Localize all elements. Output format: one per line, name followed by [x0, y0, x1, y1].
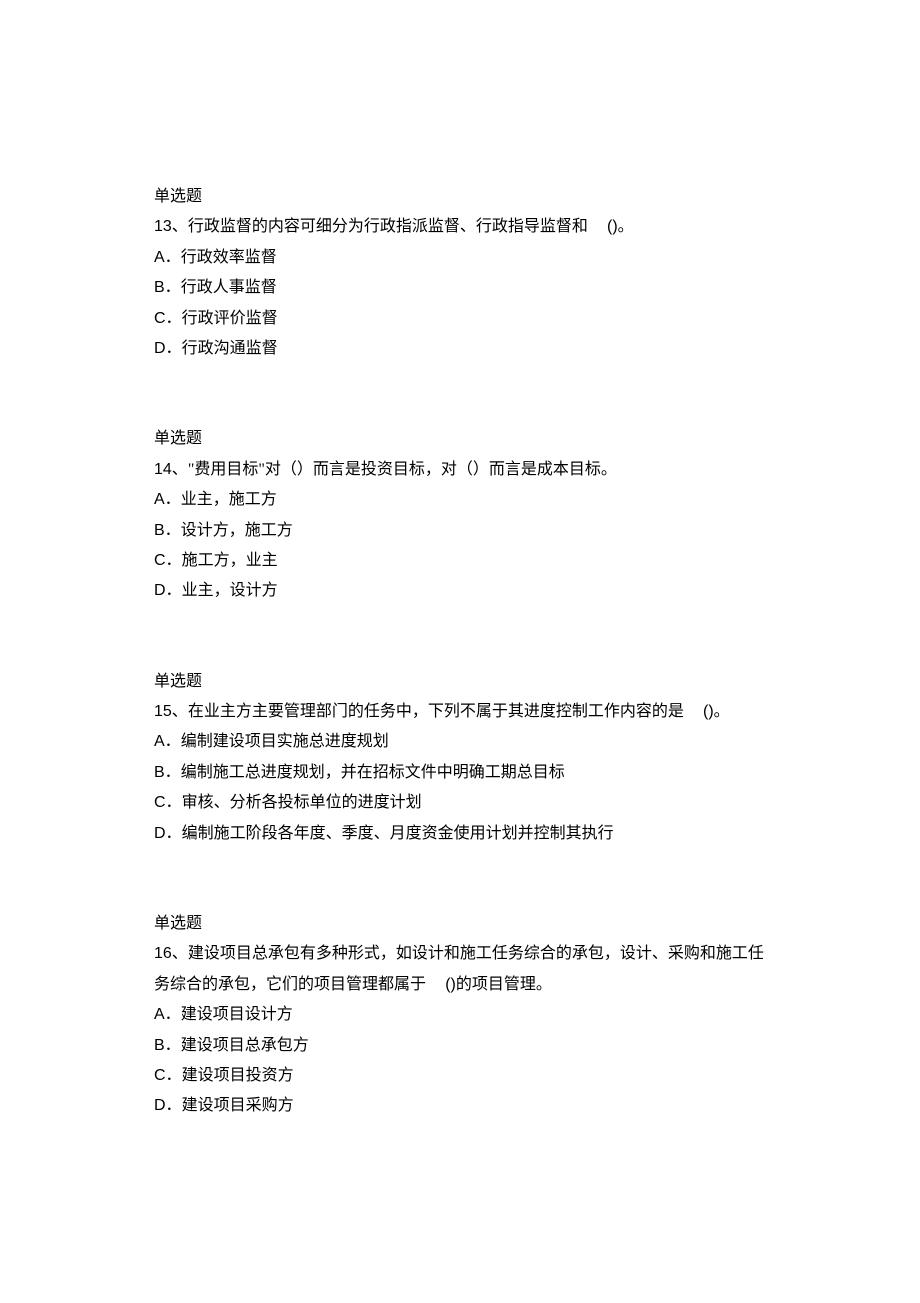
option-d: D．行政沟通监督	[154, 334, 772, 364]
section-label: 单选题	[154, 909, 772, 939]
option-text: 编制施工阶段各年度、季度、月度资金使用计划并控制其执行	[182, 825, 614, 842]
option-a: A．业主，施工方	[154, 485, 772, 515]
option-letter: D．	[154, 582, 182, 599]
option-a: A．建设项目设计方	[154, 1000, 772, 1030]
option-letter: D．	[154, 340, 182, 357]
option-text: 行政评价监督	[182, 310, 278, 327]
question-stem: 16、建设项目总承包有多种形式，如设计和施工任务综合的承包，设计、采购和施工任务…	[154, 939, 772, 1000]
option-text: 编制施工总进度规划，并在招标文件中明确工期总目标	[181, 764, 565, 781]
option-text: 设计方，施工方	[181, 522, 293, 539]
question-number: 13、	[154, 218, 188, 235]
option-letter: B．	[154, 764, 181, 781]
question-block: 单选题 16、建设项目总承包有多种形式，如设计和施工任务综合的承包，设计、采购和…	[154, 909, 772, 1122]
option-text: 审核、分析各投标单位的进度计划	[182, 794, 422, 811]
option-letter: D．	[154, 1097, 182, 1114]
option-c: C．建设项目投资方	[154, 1061, 772, 1091]
question-number: 14、	[154, 461, 188, 478]
option-letter: D．	[154, 825, 182, 842]
option-text: 业主，施工方	[181, 491, 277, 508]
option-text: 建设项目采购方	[182, 1097, 294, 1114]
option-letter: A．	[154, 491, 181, 508]
option-letter: A．	[154, 733, 181, 750]
option-text: 建设项目总承包方	[181, 1037, 309, 1054]
option-d: D．建设项目采购方	[154, 1091, 772, 1121]
option-text: 建设项目投资方	[182, 1067, 294, 1084]
question-stem: 14、"费用目标"对（）而言是投资目标，对（）而言是成本目标。	[154, 455, 772, 485]
section-label: 单选题	[154, 182, 772, 212]
option-letter: B．	[154, 522, 181, 539]
option-b: B．行政人事监督	[154, 273, 772, 303]
question-block: 单选题 14、"费用目标"对（）而言是投资目标，对（）而言是成本目标。 A．业主…	[154, 424, 772, 606]
option-text: 行政人事监督	[181, 279, 277, 296]
option-text: 行政沟通监督	[182, 340, 278, 357]
stem-suffix: 。	[714, 703, 730, 720]
question-stem: 13、行政监督的内容可细分为行政指派监督、行政指导监督和 ()。	[154, 212, 772, 242]
paren-blank: ()	[445, 976, 456, 993]
option-letter: A．	[154, 249, 181, 266]
option-letter: B．	[154, 1037, 181, 1054]
option-letter: C．	[154, 1067, 182, 1084]
question-stem: 15、在业主方主要管理部门的任务中，下列不属于其进度控制工作内容的是 ()。	[154, 697, 772, 727]
option-letter: B．	[154, 279, 181, 296]
option-c: C．行政评价监督	[154, 304, 772, 334]
question-number: 15、	[154, 703, 188, 720]
option-d: D．编制施工阶段各年度、季度、月度资金使用计划并控制其执行	[154, 819, 772, 849]
option-b: B．编制施工总进度规划，并在招标文件中明确工期总目标	[154, 758, 772, 788]
option-a: A．行政效率监督	[154, 243, 772, 273]
option-text: 建设项目设计方	[181, 1006, 293, 1023]
option-text: 业主，设计方	[182, 582, 278, 599]
question-block: 单选题 15、在业主方主要管理部门的任务中，下列不属于其进度控制工作内容的是 ()…	[154, 667, 772, 849]
section-label: 单选题	[154, 424, 772, 454]
section-label: 单选题	[154, 667, 772, 697]
option-letter: A．	[154, 1006, 181, 1023]
option-c: C．审核、分析各投标单位的进度计划	[154, 788, 772, 818]
stem-text: 行政监督的内容可细分为行政指派监督、行政指导监督和	[188, 218, 588, 235]
stem-text: "费用目标"对（）而言是投资目标，对（）而言是成本目标。	[188, 461, 617, 478]
option-text: 施工方，业主	[182, 552, 278, 569]
option-letter: C．	[154, 794, 182, 811]
stem-text: 在业主方主要管理部门的任务中，下列不属于其进度控制工作内容的是	[188, 703, 684, 720]
question-block: 单选题 13、行政监督的内容可细分为行政指派监督、行政指导监督和()。 A．行政…	[154, 182, 772, 364]
option-text: 编制建设项目实施总进度规划	[181, 733, 389, 750]
paren-blank: ()	[703, 703, 714, 720]
option-a: A．编制建设项目实施总进度规划	[154, 727, 772, 757]
option-letter: C．	[154, 552, 182, 569]
paren-blank: ()	[607, 218, 618, 235]
stem-suffix: 。	[618, 218, 634, 235]
question-number: 16、	[154, 945, 188, 962]
option-letter: C．	[154, 310, 182, 327]
option-b: B．建设项目总承包方	[154, 1031, 772, 1061]
stem-suffix: 的项目管理。	[456, 976, 552, 993]
option-c: C．施工方，业主	[154, 546, 772, 576]
option-d: D．业主，设计方	[154, 576, 772, 606]
option-b: B．设计方，施工方	[154, 516, 772, 546]
option-text: 行政效率监督	[181, 249, 277, 266]
